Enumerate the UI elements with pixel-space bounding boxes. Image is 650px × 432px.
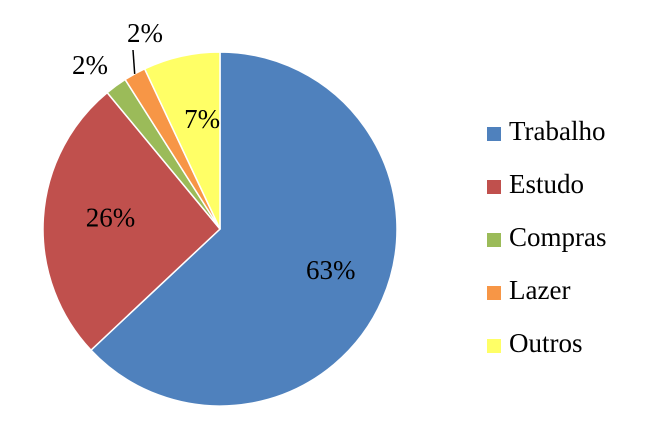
legend-label-estudo: Estudo <box>509 169 584 199</box>
legend-swatch-compras <box>487 233 501 247</box>
legend-swatch-outros <box>487 339 501 353</box>
legend-label-lazer: Lazer <box>509 275 570 305</box>
legend-label-outros: Outros <box>509 328 583 358</box>
leader-line-lazer <box>132 49 136 74</box>
leader-lines <box>132 49 136 74</box>
data-labels: 63% 26% 2% 2% 7% <box>72 18 355 285</box>
legend-swatch-estudo <box>487 180 501 194</box>
data-label-compras: 2% <box>72 50 108 80</box>
legend: Trabalho Estudo Compras Lazer Outros <box>487 116 607 358</box>
data-label-lazer: 2% <box>127 18 163 48</box>
legend-label-compras: Compras <box>509 222 607 252</box>
legend-label-trabalho: Trabalho <box>509 116 606 146</box>
data-label-outros: 7% <box>184 104 220 134</box>
pie-slice-outros <box>143 51 221 230</box>
legend-swatch-lazer <box>487 286 501 300</box>
data-label-estudo: 26% <box>86 202 136 232</box>
pie-slice-estudo <box>42 91 222 352</box>
pie-slice-trabalho <box>89 51 398 407</box>
legend-swatch-trabalho <box>487 127 501 141</box>
data-label-trabalho: 63% <box>306 255 356 285</box>
pie-slices <box>42 51 398 407</box>
